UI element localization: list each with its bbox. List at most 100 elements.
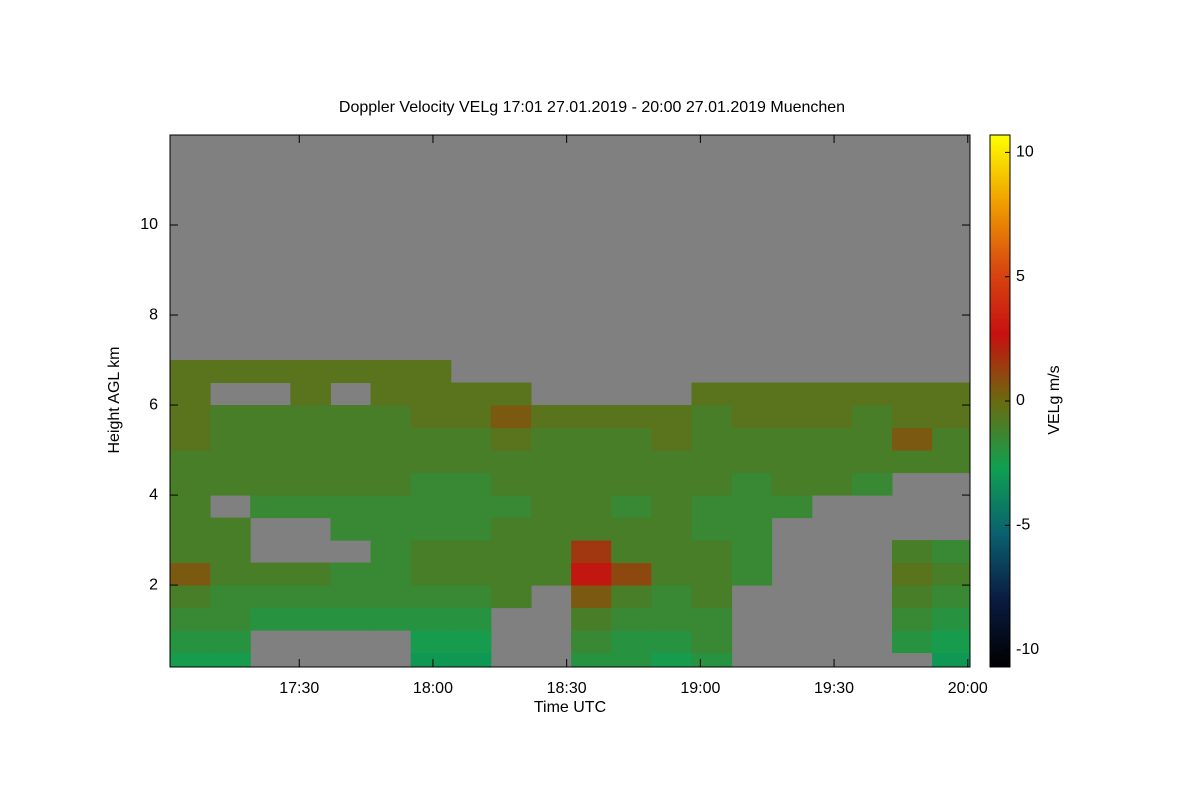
heatmap-cell bbox=[651, 427, 692, 451]
heatmap-cell bbox=[892, 562, 933, 586]
heatmap-cell bbox=[170, 630, 211, 654]
heatmap-cell bbox=[490, 472, 532, 496]
heatmap-cell bbox=[691, 427, 733, 451]
heatmap-cell bbox=[410, 495, 452, 519]
heatmap-cell bbox=[691, 607, 733, 631]
heatmap-cell bbox=[250, 405, 291, 429]
heatmap-cell bbox=[932, 540, 970, 564]
heatmap-cell bbox=[290, 427, 331, 451]
heatmap-cell bbox=[932, 382, 970, 406]
heatmap-cell bbox=[651, 450, 692, 474]
heatmap-cell bbox=[210, 450, 251, 474]
heatmap-cell bbox=[250, 450, 291, 474]
heatmap-cell bbox=[210, 562, 251, 586]
heatmap-cell bbox=[210, 472, 251, 496]
heatmap-cell bbox=[731, 540, 773, 564]
heatmap-cell bbox=[932, 427, 970, 451]
x-tick-label: 17:30 bbox=[279, 680, 319, 697]
heatmap-cell bbox=[932, 607, 970, 631]
heatmap-cell bbox=[250, 607, 291, 631]
heatmap-cell bbox=[370, 472, 412, 496]
heatmap-cell bbox=[170, 517, 211, 541]
heatmap-cell bbox=[170, 360, 211, 384]
heatmap-cell bbox=[450, 495, 492, 519]
heatmap-cell bbox=[290, 472, 331, 496]
heatmap-cell bbox=[330, 517, 372, 541]
heatmap-cell bbox=[170, 382, 211, 406]
heatmap-cell bbox=[851, 405, 893, 429]
heatmap-cell bbox=[370, 450, 412, 474]
heatmap-cell bbox=[731, 427, 773, 451]
heatmap-cell bbox=[731, 382, 773, 406]
heatmap-cell bbox=[851, 382, 893, 406]
heatmap-cell bbox=[330, 585, 372, 609]
heatmap-cell bbox=[571, 495, 612, 519]
heatmap-cell bbox=[611, 540, 652, 564]
heatmap-cell bbox=[370, 517, 412, 541]
heatmap-cell bbox=[531, 495, 572, 519]
heatmap-cell bbox=[651, 562, 692, 586]
heatmap-cell bbox=[250, 360, 291, 384]
heatmap-cell bbox=[771, 382, 813, 406]
heatmap-cell bbox=[370, 607, 412, 631]
heatmap-cell bbox=[651, 540, 692, 564]
y-axis-label: Height AGL km bbox=[106, 346, 123, 453]
heatmap-cell bbox=[611, 450, 652, 474]
heatmap-cell bbox=[490, 427, 532, 451]
heatmap-cell bbox=[531, 450, 572, 474]
heatmap-cell bbox=[370, 360, 412, 384]
heatmap-cell bbox=[611, 607, 652, 631]
x-axis-label: Time UTC bbox=[534, 699, 606, 716]
heatmap-cell bbox=[490, 562, 532, 586]
x-tick-label: 19:00 bbox=[680, 680, 720, 697]
heatmap-cell bbox=[771, 450, 813, 474]
heatmap-cell bbox=[851, 472, 893, 496]
heatmap-cell bbox=[170, 495, 211, 519]
x-tick-label: 18:30 bbox=[547, 680, 587, 697]
heatmap-cell bbox=[691, 382, 733, 406]
heatmap-cell bbox=[450, 472, 492, 496]
heatmap-cell bbox=[932, 450, 970, 474]
heatmap-cell bbox=[170, 652, 211, 667]
colorbar-tick-label: 10 bbox=[1016, 144, 1034, 161]
heatmap-cell bbox=[170, 585, 211, 609]
colorbar-tick-label: 0 bbox=[1016, 392, 1025, 409]
heatmap-cell bbox=[170, 607, 211, 631]
heatmap-cell bbox=[450, 517, 492, 541]
heatmap-cell bbox=[571, 585, 612, 609]
heatmap-cell bbox=[771, 472, 813, 496]
y-tick-label: 6 bbox=[149, 396, 158, 413]
heatmap-cell bbox=[290, 450, 331, 474]
heatmap-cell bbox=[892, 585, 933, 609]
heatmap-cell bbox=[290, 562, 331, 586]
heatmap-cell bbox=[210, 585, 251, 609]
heatmap-cell bbox=[691, 562, 733, 586]
heatmap-cell bbox=[450, 382, 492, 406]
heatmap-cell bbox=[531, 427, 572, 451]
heatmap-cell bbox=[731, 562, 773, 586]
heatmap-cell bbox=[410, 630, 452, 654]
heatmap-cell bbox=[571, 562, 612, 586]
heatmap-cell bbox=[571, 472, 612, 496]
heatmap-cell bbox=[691, 495, 733, 519]
heatmap-cell bbox=[370, 495, 412, 519]
heatmap-cell bbox=[571, 652, 612, 667]
heatmap-cell bbox=[892, 382, 933, 406]
heatmap-cell bbox=[410, 360, 452, 384]
heatmap-cell bbox=[490, 405, 532, 429]
heatmap-cell bbox=[571, 517, 612, 541]
heatmap-cell bbox=[250, 427, 291, 451]
heatmap-cell bbox=[170, 540, 211, 564]
heatmap-cell bbox=[410, 652, 452, 667]
heatmap-cell bbox=[330, 427, 372, 451]
heatmap-cell bbox=[330, 472, 372, 496]
heatmap-cell bbox=[210, 607, 251, 631]
heatmap-cell bbox=[651, 495, 692, 519]
heatmap-cell bbox=[330, 405, 372, 429]
colorbar-tick-label: -5 bbox=[1016, 517, 1030, 534]
heatmap-cell bbox=[691, 517, 733, 541]
colorbar-label: VELg m/s bbox=[1046, 365, 1063, 434]
heatmap-cell bbox=[731, 472, 773, 496]
heatmap-cell bbox=[611, 562, 652, 586]
